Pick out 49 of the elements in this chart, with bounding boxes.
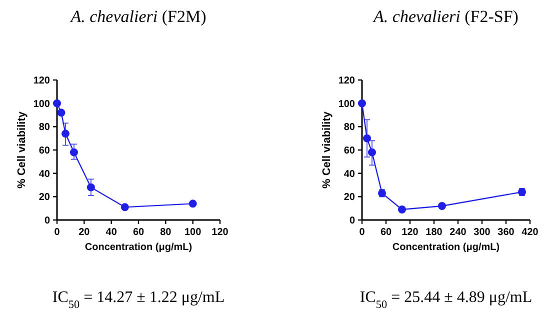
point — [188, 200, 197, 208]
x-tick-label: 60 — [132, 227, 144, 238]
x-tick-label: 120 — [212, 227, 229, 238]
x-tick-label: 40 — [106, 227, 118, 238]
chart-title: A. chevalieri (F2-SF) — [372, 7, 518, 26]
y-tick-label: 100 — [338, 98, 356, 110]
point — [358, 99, 366, 108]
point — [61, 130, 70, 138]
x-tick-label: 180 — [426, 227, 443, 238]
y-tick-label: 60 — [38, 146, 50, 156]
x-tick-label: 0 — [359, 227, 366, 238]
y-tick-label: 20 — [344, 192, 356, 204]
x-tick-label: 60 — [380, 227, 392, 238]
x-tick-label: 360 — [498, 227, 515, 238]
x-tick-label: 420 — [522, 227, 539, 238]
y-tick-label: 0 — [44, 216, 50, 226]
x-tick-label: 80 — [160, 227, 172, 238]
y-tick-label: 0 — [349, 216, 356, 226]
point — [438, 202, 446, 210]
point — [368, 148, 376, 156]
y-tick-label: 40 — [344, 168, 356, 180]
text: IC$_{50}$ = 14.27 ± 1.22 μg/mL — [52, 289, 225, 311]
point — [53, 99, 61, 108]
y-tick-label: 80 — [38, 122, 50, 134]
y-axis-title: % Cell viability — [321, 110, 333, 189]
point — [120, 203, 129, 212]
x-tick-label: 240 — [450, 227, 467, 238]
y-tick-label: 40 — [38, 168, 50, 180]
y-tick-label: 20 — [38, 192, 50, 204]
y-tick-label: 80 — [344, 122, 356, 134]
x-tick-label: 100 — [184, 227, 202, 238]
x-axis-title: Concentration (μg/mL) — [392, 242, 500, 253]
point — [57, 108, 66, 117]
point — [363, 134, 371, 142]
y-tick-label: 120 — [33, 76, 50, 86]
chart-title: A. chevalieri (F2M) — [70, 7, 206, 26]
text: IC$_{50}$ = 25.44 ± 4.89 μg/mL — [360, 289, 532, 311]
point — [398, 206, 406, 214]
y-tick-label: 60 — [344, 146, 356, 156]
x-tick-label: 20 — [78, 227, 90, 238]
x-tick-label: 0 — [54, 227, 60, 238]
y-tick-label: 100 — [33, 98, 50, 110]
point — [86, 183, 95, 192]
x-tick-label: 300 — [474, 227, 491, 238]
x-axis-title: Concentration (μg/mL) — [84, 242, 192, 253]
point — [70, 148, 78, 156]
y-axis-title: % Cell viability — [16, 110, 28, 189]
x-tick-label: 120 — [402, 227, 419, 238]
y-tick-label: 120 — [338, 76, 356, 86]
